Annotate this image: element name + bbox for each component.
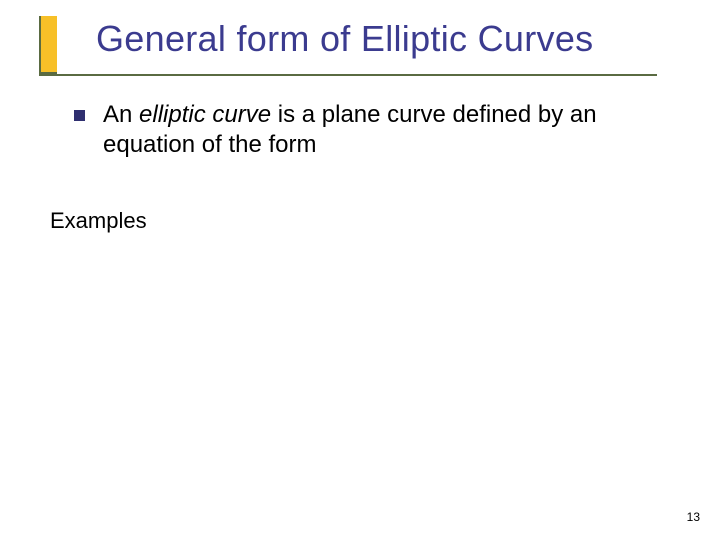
slide-body: An elliptic curve is a plane curve defin… [74,100,654,168]
page-number: 13 [687,510,700,524]
slide-title: General form of Elliptic Curves [96,18,593,60]
examples-heading: Examples [50,208,147,234]
bullet-item: An elliptic curve is a plane curve defin… [74,100,654,160]
slide-container: General form of Elliptic Curves An ellip… [0,0,720,540]
title-underline [39,74,657,76]
bullet-text: An elliptic curve is a plane curve defin… [103,100,654,160]
accent-bar [39,16,57,74]
bullet-italic-term: elliptic curve [139,101,271,128]
bullet-marker-icon [74,110,85,121]
bullet-text-before: An [103,101,139,128]
